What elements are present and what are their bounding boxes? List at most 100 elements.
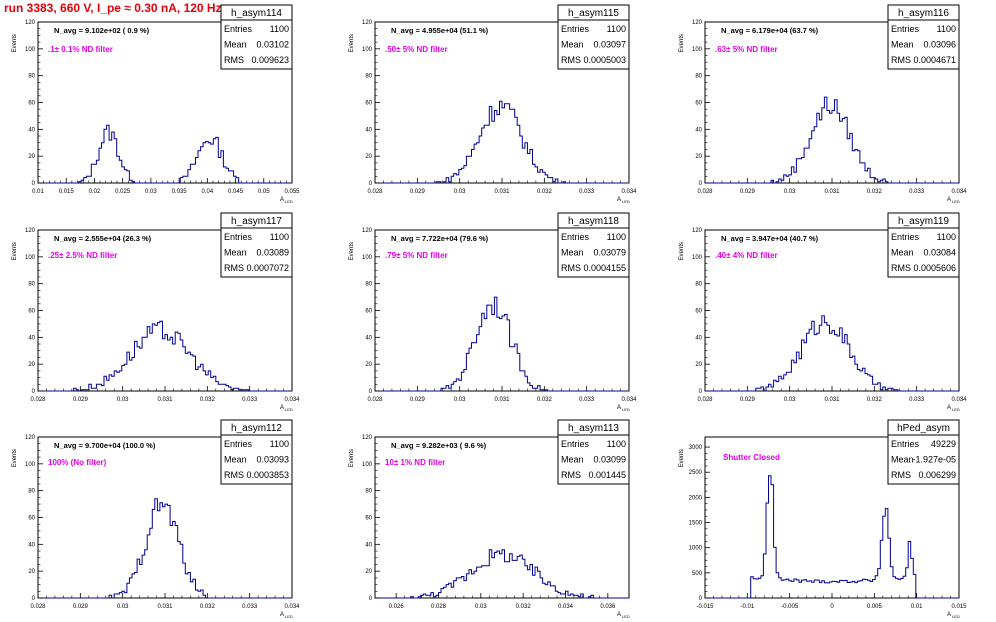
y-tick-label: 120 <box>25 228 36 234</box>
x-axis-label-subscript: LED <box>285 407 293 412</box>
histogram-panel-h_asym118: 0.028 0.029 0.03 0.031 0.032 0.033 0.034 0 20 40 6… <box>349 212 637 412</box>
x-tick-label: 0.033 <box>579 189 595 195</box>
histogram-panel-h_asym117: 0.028 0.029 0.03 0.031 0.032 0.033 0.034 0 20 40 6… <box>12 212 300 412</box>
x-tick-label: 0.029 <box>410 189 426 195</box>
x-tick-label: 0.031 <box>824 397 840 403</box>
stats-title: h_asym115 <box>568 8 619 19</box>
x-tick-label: 0.033 <box>242 604 258 610</box>
navg-label: N_avg = 3.947e+04 (40.7 %) <box>721 234 819 243</box>
x-tick-label: 0.028 <box>697 189 713 195</box>
navg-label: N_avg = 4.955e+04 (51.1 %) <box>391 26 489 35</box>
y-tick-label: 2500 <box>689 470 703 476</box>
y-tick-label: 20 <box>28 569 35 575</box>
y-tick-label: 80 <box>28 282 35 288</box>
stats-value: 1100 <box>607 439 626 449</box>
y-tick-label: 60 <box>695 309 702 315</box>
stats-box <box>557 419 630 485</box>
filter-label: 10± 1% ND filter <box>385 458 445 467</box>
x-tick-label: 0 <box>830 604 834 610</box>
y-tick-label: 20 <box>28 154 35 160</box>
stats-label: RMS <box>224 470 244 480</box>
y-tick-label: 80 <box>28 74 35 80</box>
y-tick-label: 100 <box>362 47 373 53</box>
histogram-panel-h_asym115: 0.028 0.029 0.03 0.031 0.032 0.033 0.034 0 20 40 6… <box>349 4 637 204</box>
x-axis-label: A <box>617 612 621 618</box>
y-tick-label: 0 <box>32 389 36 395</box>
y-axis-label: Events <box>349 242 355 260</box>
y-tick-label: 80 <box>695 282 702 288</box>
x-tick-label: 0.028 <box>30 604 46 610</box>
x-axis-label: A <box>947 197 951 203</box>
y-tick-label: 40 <box>695 335 702 341</box>
stats-label: Mean <box>891 40 914 50</box>
x-tick-label: 0.032 <box>200 604 216 610</box>
y-tick-label: 20 <box>695 154 702 160</box>
stats-value: 1100 <box>270 232 289 242</box>
stats-value: 1100 <box>607 24 626 34</box>
x-tick-label: 0.034 <box>284 604 300 610</box>
stats-box <box>220 212 293 278</box>
stats-title: h_asym112 <box>231 423 282 434</box>
stats-label: Entries <box>224 232 253 242</box>
stats-label: RMS <box>561 263 581 273</box>
stats-value: 1100 <box>270 24 289 34</box>
y-tick-label: 100 <box>692 47 703 53</box>
y-tick-label: 60 <box>365 101 372 107</box>
x-axis-label: A <box>617 197 621 203</box>
x-axis-label: A <box>947 405 951 411</box>
x-axis-label-subscript: LED <box>952 407 960 412</box>
x-axis-label-subscript: LED <box>952 614 960 619</box>
stats-box <box>220 419 293 485</box>
x-tick-label: 0.03 <box>475 604 487 610</box>
histogram-panel-hPed_asym: -0.015 -0.01 -0.005 0 0.005 0.01 0.015 0 500 1000… <box>679 419 967 619</box>
y-tick-label: 20 <box>365 154 372 160</box>
histogram-panel-h_asym112: 0.028 0.029 0.03 0.031 0.032 0.033 0.034 0 20 40 6… <box>12 419 300 619</box>
x-tick-label: 0.031 <box>494 189 510 195</box>
x-tick-label: 0.033 <box>909 397 925 403</box>
navg-label: N_avg = 2.555e+04 (26.3 %) <box>54 234 152 243</box>
x-tick-label: 0.03 <box>784 189 796 195</box>
x-tick-label: 0.031 <box>157 604 173 610</box>
histogram-line <box>38 320 292 392</box>
y-tick-label: 0 <box>699 389 703 395</box>
y-tick-label: 1500 <box>689 521 703 527</box>
stats-label: RMS <box>891 263 911 273</box>
histogram-line <box>375 549 629 599</box>
x-axis-label-subscript: LED <box>285 199 293 204</box>
filter-label: .50± 5% ND filter <box>385 45 448 54</box>
stats-box <box>887 4 960 70</box>
x-tick-label: 0.045 <box>228 189 244 195</box>
x-tick-label: 0.04 <box>201 189 213 195</box>
filter-label: Shutter Closed <box>723 453 780 462</box>
x-tick-label: 0.028 <box>30 397 46 403</box>
y-tick-label: 0 <box>369 389 373 395</box>
y-tick-label: 60 <box>28 516 35 522</box>
y-tick-label: 0 <box>699 596 703 602</box>
y-tick-label: 60 <box>365 309 372 315</box>
histogram-line <box>375 296 629 392</box>
stats-box <box>887 419 960 485</box>
x-tick-label: -0.015 <box>696 604 714 610</box>
stats-box <box>557 212 630 278</box>
stats-value: 0.0004671 <box>913 55 956 65</box>
x-tick-label: 0.028 <box>697 397 713 403</box>
stats-label: Entries <box>561 232 590 242</box>
x-tick-label: 0.01 <box>911 604 923 610</box>
stats-label: Entries <box>224 24 253 34</box>
stats-value: 0.0004155 <box>583 263 626 273</box>
x-tick-label: 0.029 <box>740 397 756 403</box>
x-tick-label: 0.033 <box>579 397 595 403</box>
stats-label: RMS <box>891 55 911 65</box>
x-tick-label: -0.005 <box>781 604 799 610</box>
y-tick-label: 80 <box>365 489 372 495</box>
y-tick-label: 20 <box>28 362 35 368</box>
filter-label: 100% (No filter) <box>48 458 107 467</box>
histogram-line <box>38 498 292 599</box>
x-axis-label-subscript: LED <box>622 407 630 412</box>
histogram-line <box>375 100 629 184</box>
y-tick-label: 40 <box>365 127 372 133</box>
navg-label: N_avg = 9.102e+02 ( 0.9 %) <box>54 26 150 35</box>
x-tick-label: 0.055 <box>284 189 300 195</box>
y-tick-label: 40 <box>365 335 372 341</box>
x-tick-label: 0.034 <box>284 397 300 403</box>
